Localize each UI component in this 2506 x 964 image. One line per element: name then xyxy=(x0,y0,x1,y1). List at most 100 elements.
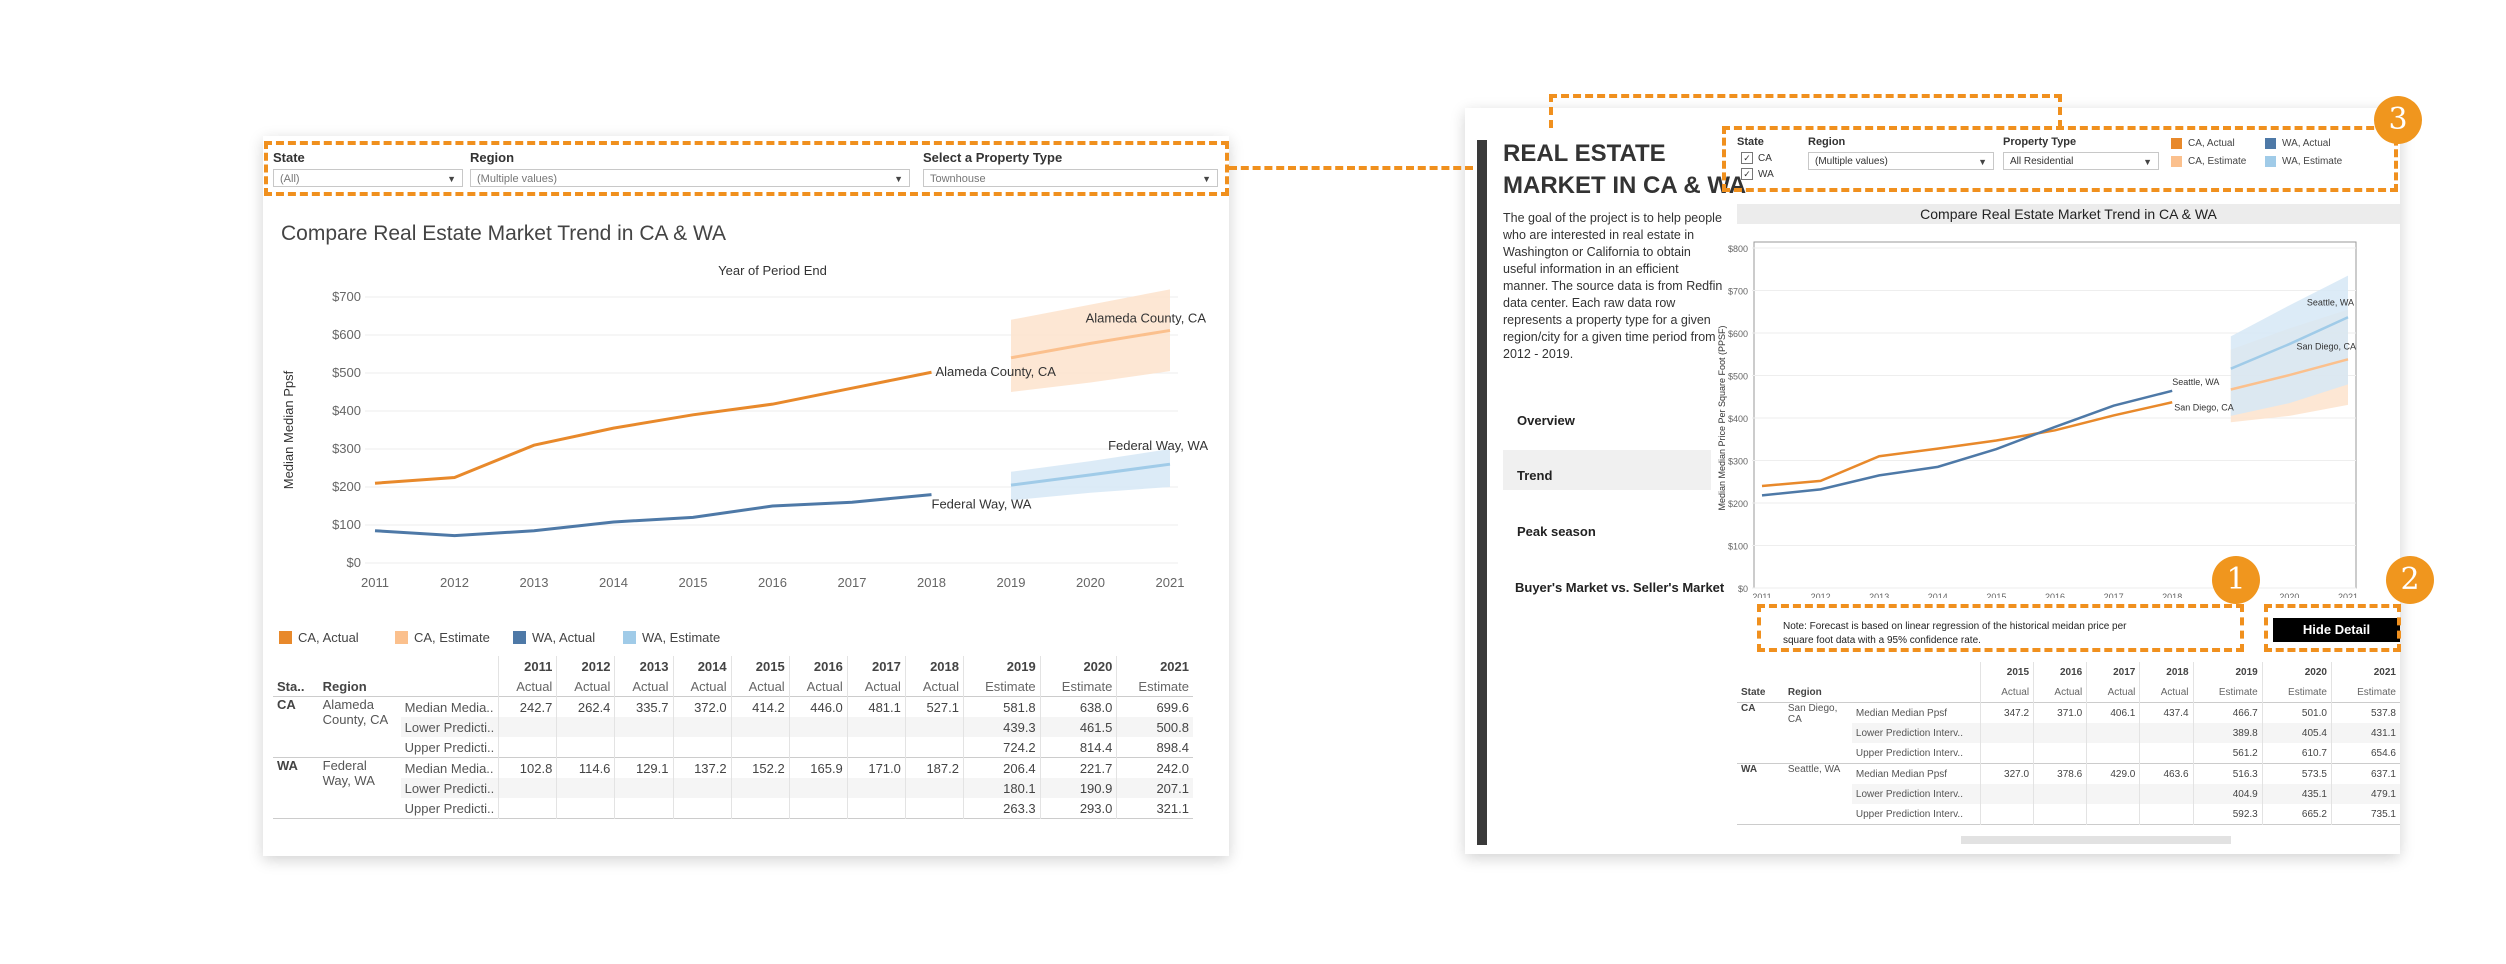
prediction-band xyxy=(1011,289,1170,392)
value-cell: 431.1 xyxy=(2330,723,2400,743)
x-tick-label: 2019 xyxy=(997,575,1026,590)
legend-wa-estimate[interactable]: WA, Estimate xyxy=(623,630,720,645)
series-line xyxy=(2230,358,2349,391)
x-tick-label: 2016 xyxy=(758,575,787,590)
value-cell: 321.1 xyxy=(1116,798,1193,819)
value-cell xyxy=(1979,784,2034,804)
x-tick-label: 2017 xyxy=(2104,592,2124,598)
state-cell: WA xyxy=(273,757,319,819)
type-header: Actual xyxy=(788,676,848,697)
checkbox-label: WA xyxy=(1758,168,1774,180)
state-filter-label: State xyxy=(1737,136,1764,148)
year-header: 2021 xyxy=(1116,656,1193,676)
y-tick-label: $200 xyxy=(1728,499,1748,509)
property-dropdown-value: All Residential xyxy=(2010,156,2074,167)
legend-label: WA, Estimate xyxy=(2282,156,2343,167)
region-dropdown[interactable]: (Multiple values) ▼ xyxy=(470,169,910,187)
value-cell xyxy=(730,778,790,798)
value-cell xyxy=(788,778,848,798)
x-tick-label: 2016 xyxy=(2045,592,2065,598)
property-dropdown[interactable]: All Residential ▼ xyxy=(2003,152,2159,170)
series-annotation: Seattle, WA xyxy=(2172,377,2219,387)
check-icon: ✓ xyxy=(1741,168,1753,180)
value-cell: 207.1 xyxy=(1116,778,1193,798)
value-cell xyxy=(556,717,615,737)
value-cell: 347.2 xyxy=(1979,702,2034,723)
legend-ca-estimate[interactable]: CA, Estimate xyxy=(2171,156,2246,167)
property-dropdown[interactable]: Townhouse ▼ xyxy=(923,169,1218,187)
value-cell: 293.0 xyxy=(1039,798,1117,819)
year-header: 2016 xyxy=(788,656,848,676)
legend-label: WA, Actual xyxy=(2282,138,2331,149)
value-cell: 610.7 xyxy=(2261,743,2332,764)
value-cell: 137.2 xyxy=(672,757,732,778)
note-highlight xyxy=(1757,604,2244,652)
x-tick-label: 2017 xyxy=(838,575,867,590)
value-cell xyxy=(2139,804,2194,825)
x-tick-label: 2021 xyxy=(1156,575,1185,590)
dashboard-title: REAL ESTATE MARKET IN CA & WA xyxy=(1503,138,1746,202)
value-cell xyxy=(788,737,848,758)
region-filter-label: Region xyxy=(470,150,515,165)
year-header: 2015 xyxy=(730,656,790,676)
x-tick-label: 2020 xyxy=(2279,592,2299,598)
legend-label: CA, Actual xyxy=(2188,138,2235,149)
value-cell: 404.9 xyxy=(2192,784,2263,804)
series-annotation: Alameda County, CA xyxy=(936,364,1057,379)
state-dropdown[interactable]: (All) ▼ xyxy=(273,169,463,187)
table-row: Lower Predicti.. 439.3 461.5 500.8 xyxy=(273,717,1193,737)
y-tick-label: $700 xyxy=(1728,287,1748,297)
x-tick-label: 2018 xyxy=(917,575,946,590)
nav-peak-season[interactable]: Peak season xyxy=(1517,524,1596,539)
y-tick-label: $200 xyxy=(332,479,361,494)
legend-ca-actual[interactable]: CA, Actual xyxy=(279,630,359,645)
value-cell: 481.1 xyxy=(846,696,906,717)
x-tick-label: 2014 xyxy=(1928,592,1948,598)
state-checkbox-ca[interactable]: ✓ CA xyxy=(1741,152,1772,164)
nav-buyers-vs-sellers[interactable]: Buyer's Market vs. Seller's Market xyxy=(1515,580,1725,595)
y-axis-title: Median Median Ppsf xyxy=(281,370,296,489)
measure-label: Upper Predicti.. xyxy=(404,739,495,755)
table-row: Lower Predicti.. 180.1 190.9 207.1 xyxy=(273,778,1193,798)
nav-trend[interactable]: Trend xyxy=(1517,468,1553,483)
nav-active-bg xyxy=(1503,450,1711,490)
legend-wa-actual[interactable]: WA, Actual xyxy=(2265,138,2331,149)
table-row: Upper Prediction Interv.. 561.2 610.7 654.6 xyxy=(1737,743,2400,764)
value-cell: 405.4 xyxy=(2261,723,2332,743)
nav-overview[interactable]: Overview xyxy=(1517,413,1575,428)
left-trend-chart: $0 $100 $200 $300 $400 $500 $600 $700 2011 2012 20… xyxy=(281,263,1208,590)
badge-1: 1 xyxy=(2212,556,2260,604)
legend-ca-estimate[interactable]: CA, Estimate xyxy=(395,630,490,645)
horizontal-scrollbar[interactable] xyxy=(1961,836,2231,844)
x-tick-label: 2014 xyxy=(599,575,628,590)
legend-ca-actual[interactable]: CA, Actual xyxy=(2171,138,2235,149)
year-header: 2017 xyxy=(846,656,906,676)
hide-detail-button[interactable]: Hide Detail xyxy=(2273,618,2400,642)
x-tick-label: 2018 xyxy=(2162,592,2182,598)
value-cell: 171.0 xyxy=(846,757,906,778)
value-cell: 206.4 xyxy=(962,757,1041,778)
type-header: Actual xyxy=(2033,682,2087,703)
region-dropdown[interactable]: (Multiple values) ▼ xyxy=(1808,152,1994,170)
region-cell: Alameda County, CA xyxy=(318,696,401,758)
state-header: Sta.. xyxy=(277,678,305,694)
legend-wa-estimate[interactable]: WA, Estimate xyxy=(2265,156,2342,167)
table-row: CA Alameda County, CA Median Media.. 242.7 2… xyxy=(273,696,1193,758)
value-cell: 501.0 xyxy=(2261,702,2332,723)
measure-label: Lower Predicti.. xyxy=(404,780,495,796)
state-cell: CA xyxy=(273,696,319,758)
legend-wa-actual[interactable]: WA, Actual xyxy=(513,630,595,645)
y-tick-label: $300 xyxy=(1728,457,1748,467)
left-filter-highlight xyxy=(264,141,1229,196)
value-cell xyxy=(788,717,848,737)
legend-label: WA, Estimate xyxy=(642,630,721,645)
left-data-table: 2011 2012 2013 2014 2015 2016 2017 2018 2019 2020… xyxy=(273,656,1193,819)
region-header: Region xyxy=(322,678,367,694)
state-checkbox-wa[interactable]: ✓ WA xyxy=(1741,168,1774,180)
type-header: Actual xyxy=(846,676,906,697)
value-cell: 592.3 xyxy=(2192,804,2263,825)
value-cell: 435.1 xyxy=(2261,784,2332,804)
region-cell: San Diego, CA xyxy=(1783,702,1852,764)
value-cell: 466.7 xyxy=(2192,702,2263,723)
type-header: Actual xyxy=(730,676,790,697)
